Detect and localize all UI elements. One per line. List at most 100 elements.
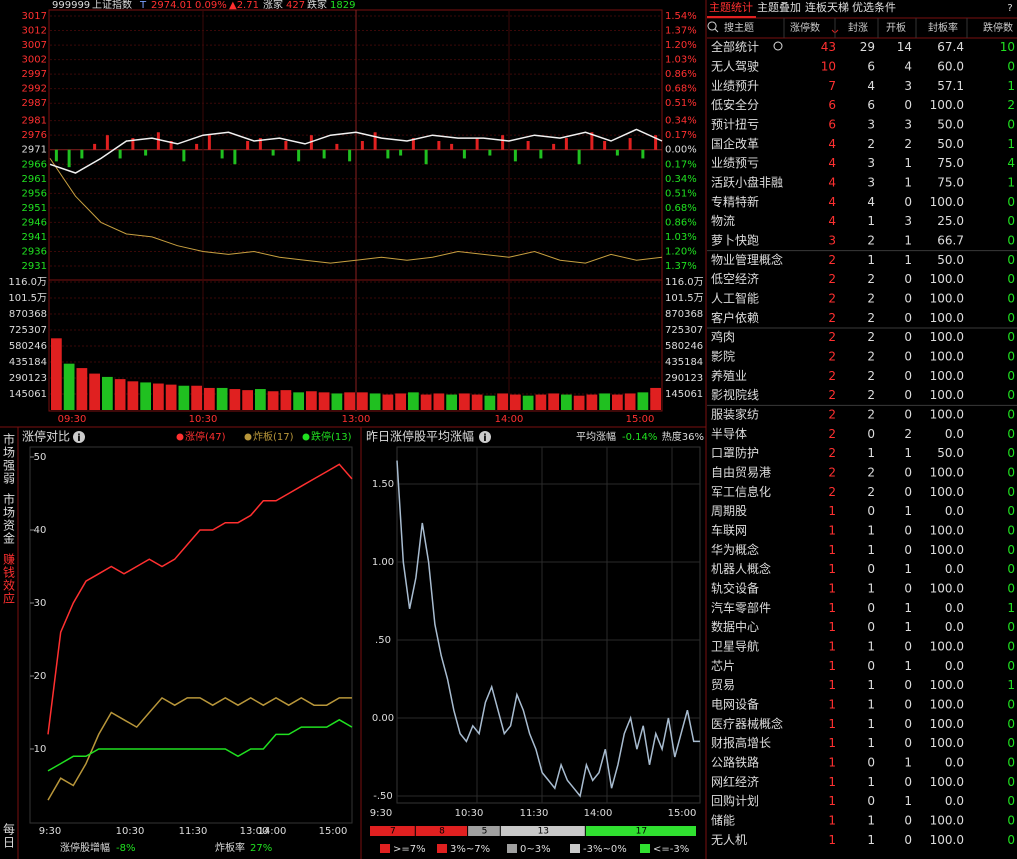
table-cell: 0.0	[945, 620, 964, 634]
table-cell[interactable]: 低空经济	[711, 271, 759, 286]
column-header[interactable]: 封板率	[928, 21, 958, 34]
table-cell[interactable]: 影院	[711, 350, 735, 364]
table-cell: 0	[867, 504, 875, 518]
table-cell[interactable]: 预计扭亏	[711, 118, 759, 132]
table-cell: 2	[867, 234, 875, 248]
column-header[interactable]: 搜主题	[724, 21, 754, 34]
table-cell[interactable]: 贸易	[711, 678, 735, 692]
table-cell: 0	[1007, 717, 1015, 731]
table-cell[interactable]: 低安全分	[711, 97, 759, 112]
table-cell[interactable]: 周期股	[711, 504, 747, 518]
table-cell: 1	[828, 504, 836, 518]
table-cell[interactable]: 汽车零部件	[711, 600, 771, 615]
table-cell: 100.0	[930, 775, 964, 789]
theme-tab[interactable]: 主题统计	[709, 1, 753, 14]
theme-tab[interactable]: 连板天梯	[805, 0, 849, 14]
side-tab-char[interactable]: 强	[3, 459, 15, 473]
side-tab-char[interactable]: 钱	[3, 565, 15, 580]
table-cell[interactable]: 国企改革	[711, 136, 759, 151]
table-cell[interactable]: 公路铁路	[711, 755, 759, 770]
table-cell[interactable]: 电网设备	[711, 698, 759, 712]
table-cell[interactable]: 影视院线	[711, 387, 759, 402]
table-cell: 0	[1007, 369, 1015, 383]
table-cell[interactable]: 卫星导航	[711, 639, 759, 654]
column-header[interactable]: 涨停数	[790, 21, 820, 34]
table-cell: 50.0	[937, 137, 964, 151]
table-cell[interactable]: 网红经济	[711, 774, 759, 789]
side-tab-char[interactable]: 场	[3, 506, 15, 520]
column-header[interactable]: 跌停数	[983, 21, 1013, 34]
side-tab-char[interactable]: 赚	[3, 552, 15, 567]
volume-bar	[331, 393, 343, 410]
theme-tab[interactable]: 主题叠加	[757, 1, 801, 14]
table-cell: 0	[867, 427, 875, 441]
side-tab-char[interactable]: 资	[3, 519, 15, 533]
table-cell[interactable]: 回购计划	[711, 793, 759, 808]
volume-bar	[140, 382, 151, 410]
y-tick-label: 116.0万	[8, 277, 47, 288]
table-cell[interactable]: 芯片	[711, 659, 735, 673]
table-cell[interactable]: 人工智能	[711, 291, 759, 306]
table-cell[interactable]: 养殖业	[711, 368, 747, 383]
search-icon[interactable]	[707, 21, 719, 33]
table-cell[interactable]: 无人机	[711, 833, 747, 847]
column-header[interactable]: 封涨	[848, 21, 868, 34]
table-cell[interactable]: 萝卜快跑	[711, 234, 759, 248]
table-cell: 0	[867, 620, 875, 634]
table-cell: 1	[828, 582, 836, 596]
table-cell[interactable]: 业绩预亏	[711, 156, 759, 170]
table-cell[interactable]: 无人驾驶	[711, 59, 759, 74]
pct-tick-label: 0.17%	[665, 159, 697, 170]
side-tab-char[interactable]: 市	[3, 492, 15, 507]
y-tick-label: -.50	[373, 791, 393, 802]
theme-tab[interactable]: 优选条件	[852, 0, 896, 14]
table-cell: 0	[1007, 388, 1015, 402]
help[interactable]: ?	[1007, 3, 1012, 14]
table-cell: 1	[828, 814, 836, 828]
column-header[interactable]: 开板	[886, 21, 906, 34]
table-cell: 1	[828, 698, 836, 712]
table-cell[interactable]: 车联网	[711, 523, 747, 538]
table-cell[interactable]: 医疗器械概念	[711, 716, 783, 731]
table-cell[interactable]: 半导体	[711, 427, 747, 441]
table-cell[interactable]: 鸡肉	[711, 329, 735, 344]
table-cell[interactable]: 全部统计	[711, 39, 759, 54]
volume-bar	[433, 393, 445, 410]
table-cell[interactable]: 机器人概念	[711, 561, 771, 576]
table-cell: 1	[828, 562, 836, 576]
table-cell[interactable]: 数据中心	[711, 619, 759, 634]
table-cell: 1	[867, 543, 875, 557]
table-cell[interactable]: 储能	[711, 813, 735, 828]
table-cell[interactable]: 物流	[711, 214, 735, 228]
side-tab-char[interactable]: 应	[3, 591, 15, 606]
table-cell[interactable]: 物业管理概念	[711, 252, 783, 267]
table-cell[interactable]: 轨交设备	[711, 581, 759, 596]
table-cell[interactable]: 自由贸易港	[711, 466, 771, 480]
table-cell: 100.0	[930, 388, 964, 402]
table-cell[interactable]: 专精特新	[711, 194, 759, 209]
side-tab-char[interactable]: 场	[3, 446, 15, 460]
side-tab-char[interactable]: 弱	[3, 472, 15, 486]
table-cell: 2	[867, 408, 875, 422]
time-label: 9:30	[39, 826, 61, 837]
table-cell[interactable]: 活跃小盘非融	[711, 175, 783, 190]
table-cell[interactable]: 服装家纺	[711, 407, 759, 422]
side-tab-char[interactable]: 日	[3, 836, 15, 850]
table-cell[interactable]: 军工信息化	[711, 484, 771, 499]
side-tab-char[interactable]: 效	[3, 578, 15, 593]
table-cell[interactable]: 业绩预升	[711, 79, 759, 93]
side-tab-char[interactable]: 每	[3, 822, 15, 837]
side-tab-char[interactable]: 市	[3, 432, 15, 447]
table-cell: 2	[828, 272, 836, 286]
side-tab-char[interactable]: 金	[3, 531, 15, 546]
table-cell: 0	[867, 601, 875, 615]
table-cell[interactable]: 财报高增长	[711, 735, 771, 750]
table-cell: 3	[904, 79, 912, 93]
info-icon[interactable]	[73, 431, 85, 443]
legend-dot	[176, 433, 184, 441]
table-cell[interactable]: 华为概念	[711, 542, 759, 557]
table-cell[interactable]: 客户依赖	[711, 310, 759, 325]
info-icon[interactable]	[479, 431, 491, 443]
table-cell[interactable]: 口罩防护	[711, 445, 759, 460]
